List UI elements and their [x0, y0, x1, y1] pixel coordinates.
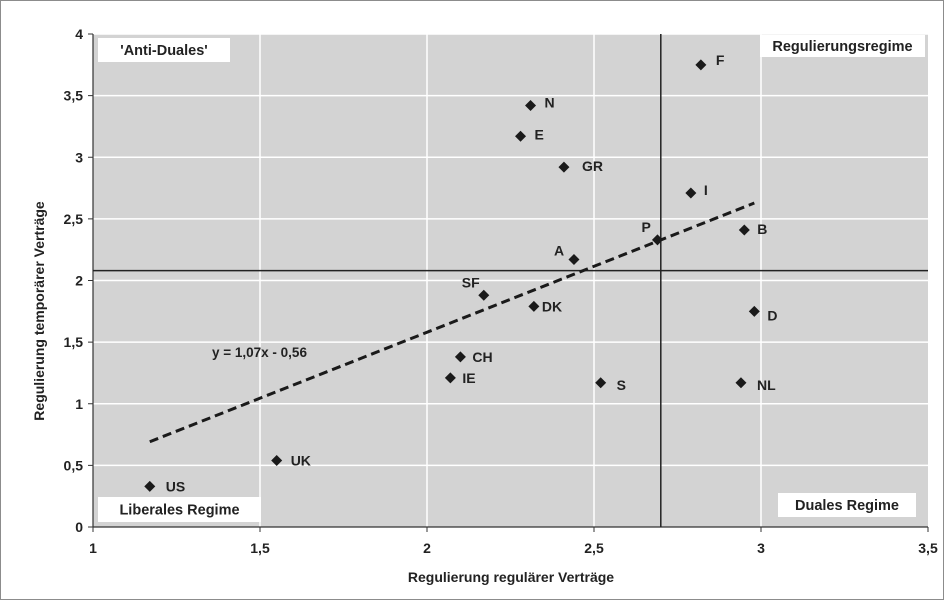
point-label-uk: UK — [291, 452, 311, 468]
quadrant-top-left-label: 'Anti-Duales' — [120, 43, 207, 59]
reference-lines — [93, 34, 928, 527]
point-marker-ch — [454, 351, 466, 363]
quadrant-bottom-left-box — [98, 497, 261, 522]
point-marker-f — [695, 59, 707, 71]
trendline — [149, 201, 755, 444]
point-marker-dk — [528, 300, 540, 312]
point-label-ch: CH — [472, 349, 492, 365]
point-label-a: A — [554, 243, 564, 259]
y-tick-label: 1,5 — [64, 334, 84, 350]
point-marker-gr — [558, 161, 570, 173]
quadrant-top-right-box — [760, 35, 925, 57]
point-label-s: S — [617, 377, 626, 393]
x-tick-label: 2 — [423, 540, 431, 556]
point-marker-e — [515, 130, 527, 142]
point-marker-us — [144, 480, 156, 492]
data-points: US UK IE CH SF DK EN GR A S P I F NL B D — [144, 52, 777, 494]
y-tick-label: 3,5 — [64, 88, 84, 104]
x-axis-title: Regulierung regulärer Verträge — [408, 569, 614, 585]
point-label-nl: NL — [757, 377, 776, 393]
y-axis-title: Regulierung temporärer Verträge — [31, 201, 47, 421]
point-marker-sf — [478, 289, 490, 301]
point-marker-s — [595, 377, 607, 389]
axes: 1 1,5 2 2,5 3 3,5 0 0,5 1 1,5 2 2,5 3 3,5 4 — [64, 26, 938, 556]
point-label-e: E — [535, 126, 544, 142]
quadrant-bottom-right-box — [778, 493, 916, 517]
x-tick-label: 2,5 — [584, 540, 604, 556]
y-tick-label: 4 — [75, 26, 83, 42]
quadrant-top-left-box — [98, 38, 230, 62]
y-tick-label: 2 — [75, 273, 83, 289]
y-tick-label: 0 — [75, 519, 83, 535]
x-tick-label: 3 — [757, 540, 765, 556]
point-marker-uk — [271, 454, 283, 466]
point-label-b: B — [757, 221, 767, 237]
point-marker-i — [685, 187, 697, 199]
point-marker-nl — [735, 377, 747, 389]
quadrant-bottom-left-label: Liberales Regime — [119, 503, 239, 519]
gridlines — [93, 33, 928, 527]
point-label-f: F — [716, 52, 725, 68]
trendline-equation: y = 1,07x - 0,56 — [212, 345, 307, 360]
point-label-us: US — [166, 478, 185, 494]
point-label-gr: GR — [582, 158, 603, 174]
point-label-dk: DK — [542, 298, 562, 314]
y-tick-label: 1 — [75, 396, 83, 412]
quadrant-top-right-label: Regulierungsregime — [772, 39, 912, 55]
point-label-i: I — [704, 182, 708, 198]
quadrant-bottom-right-label: Duales Regime — [795, 498, 899, 514]
point-marker-ie — [444, 372, 456, 384]
trendline-path — [149, 201, 755, 444]
point-label-ie: IE — [462, 370, 475, 386]
quadrant-labels: 'Anti-Duales' Regulierungsregime Liberales… — [98, 35, 925, 522]
point-label-d: D — [767, 307, 777, 323]
point-label-sf: SF — [462, 274, 480, 290]
x-tick-label: 3,5 — [918, 540, 938, 556]
y-tick-label: 0,5 — [64, 457, 84, 473]
y-tick-label: 3 — [75, 149, 83, 165]
point-marker-a — [568, 254, 580, 266]
point-label-n: N — [545, 94, 555, 110]
point-marker-p — [651, 234, 663, 246]
y-tick-label: 2,5 — [64, 211, 84, 227]
point-label-p: P — [641, 219, 650, 235]
point-marker-b — [738, 224, 750, 236]
point-marker-n — [525, 99, 537, 111]
point-marker-d — [748, 305, 760, 317]
x-tick-label: 1 — [89, 540, 97, 556]
x-tick-label: 1,5 — [250, 540, 270, 556]
